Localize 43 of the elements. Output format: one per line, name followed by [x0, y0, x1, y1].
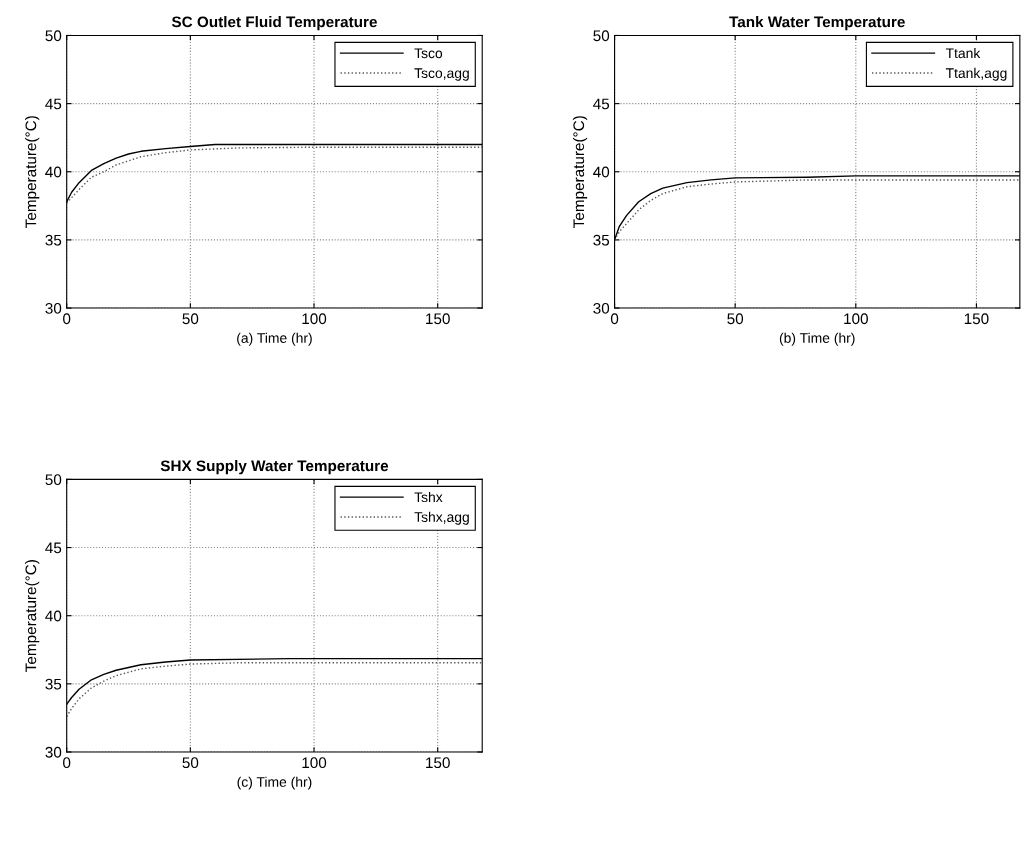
x-tick-label: 50: [727, 313, 744, 325]
x-axis-title: (a) Time (hr): [237, 332, 312, 346]
y-axis-title: Temperature(°C): [572, 116, 588, 228]
legend-label: Ttank,agg: [945, 67, 1007, 81]
y-tick-label: 30: [45, 746, 62, 758]
y-tick-label: 35: [45, 234, 62, 246]
x-axis-title: (b) Time (hr): [779, 332, 855, 346]
legend-label: Tsco: [414, 48, 443, 59]
y-tick-label: 50: [45, 474, 62, 486]
y-tick-label: 40: [45, 166, 62, 178]
y-tick-label: 40: [593, 166, 610, 178]
x-tick-label: 100: [302, 313, 327, 325]
chart-title: SC Outlet Fluid Temperature: [171, 16, 377, 31]
line-series: [66, 662, 483, 718]
chart-title: Tank Water Temperature: [729, 16, 905, 31]
y-tick-label: 35: [45, 678, 62, 690]
y-axis-title: Temperature(°C): [25, 116, 40, 228]
y-tick-label: 45: [45, 542, 62, 554]
legend-label: Tshx,agg: [414, 511, 469, 525]
y-tick-label: 30: [593, 302, 610, 314]
x-axis-title: (c) Time (hr): [237, 776, 312, 790]
legend-label: Tsco,agg: [414, 68, 469, 81]
x-tick-label: 0: [63, 757, 71, 769]
y-tick-label: 35: [593, 234, 610, 246]
x-tick-label: 100: [844, 313, 868, 325]
y-tick-label: 50: [593, 30, 610, 42]
x-tick-label: 150: [426, 757, 450, 769]
x-tick-label: 0: [63, 313, 71, 325]
y-tick-label: 40: [45, 610, 62, 622]
chart-title: SHX Supply Water Temperature: [160, 459, 389, 475]
y-tick-label: 50: [45, 30, 62, 42]
x-tick-label: 50: [182, 757, 199, 769]
x-tick-label: 100: [302, 757, 327, 769]
legend-label: Ttank: [945, 47, 981, 59]
y-axis-title: Temperature(°C): [25, 560, 40, 672]
x-tick-label: 50: [182, 313, 199, 325]
legend-label: Tshx: [414, 491, 443, 503]
x-tick-label: 0: [610, 313, 619, 325]
y-tick-label: 45: [45, 98, 62, 110]
y-tick-label: 45: [593, 98, 610, 110]
x-tick-label: 150: [426, 313, 450, 325]
x-tick-label: 150: [964, 313, 989, 325]
y-tick-label: 30: [45, 302, 62, 314]
